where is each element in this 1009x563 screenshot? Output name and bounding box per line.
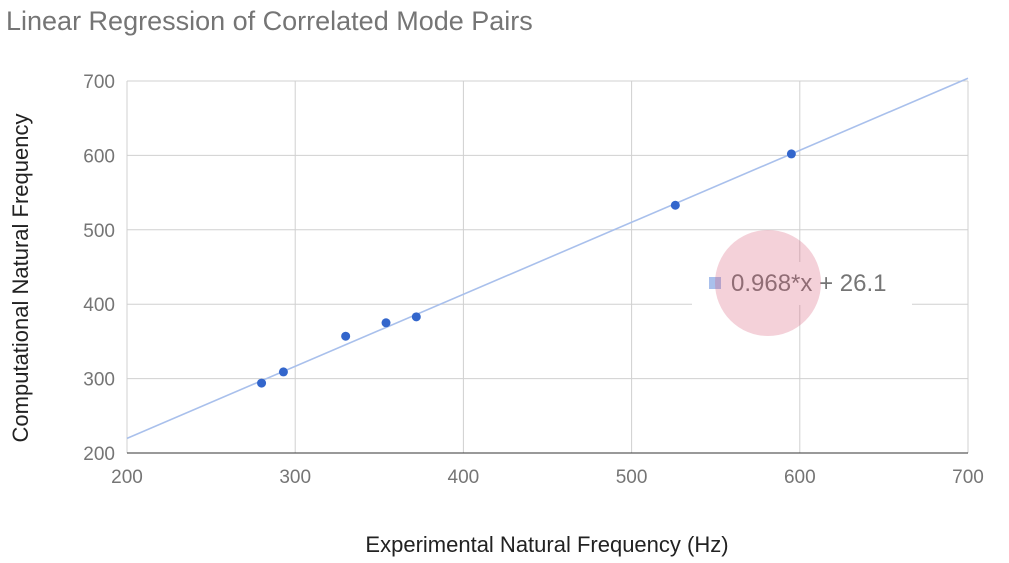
x-tick-label: 200 — [111, 467, 143, 488]
legend-label: 0.968*x + 26.1 — [731, 270, 886, 297]
legend-background — [692, 262, 912, 305]
y-tick-label: 400 — [83, 295, 115, 316]
legend-swatch — [709, 277, 721, 289]
y-tick-label: 500 — [83, 221, 115, 242]
data-point — [257, 378, 267, 388]
y-tick-label: 700 — [83, 72, 115, 93]
data-point — [411, 312, 421, 322]
y-axis-label: Computational Natural Frequency — [8, 114, 33, 443]
x-tick-label: 600 — [784, 467, 816, 488]
data-point — [341, 331, 351, 341]
x-tick-label: 400 — [448, 467, 480, 488]
y-tick-label: 600 — [83, 146, 115, 167]
trendline — [126, 77, 969, 440]
data-point — [786, 149, 796, 159]
y-tick-label: 200 — [83, 444, 115, 465]
data-point — [670, 200, 680, 210]
chart-title: Linear Regression of Correlated Mode Pai… — [6, 6, 533, 36]
x-tick-label: 300 — [279, 467, 311, 488]
data-point — [278, 367, 288, 377]
y-tick-label: 300 — [83, 370, 115, 391]
x-tick-label: 700 — [952, 467, 984, 488]
x-axis-label: Experimental Natural Frequency (Hz) — [365, 532, 728, 557]
x-tick-label: 500 — [616, 467, 648, 488]
touch-indicator — [715, 230, 821, 336]
data-point — [381, 318, 391, 328]
